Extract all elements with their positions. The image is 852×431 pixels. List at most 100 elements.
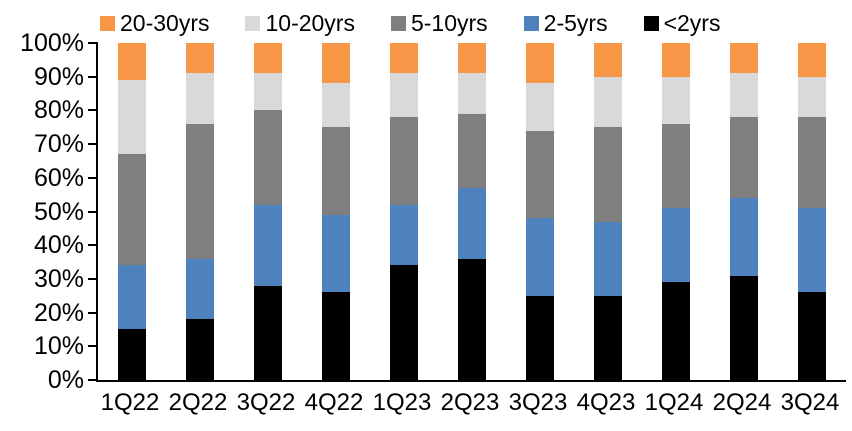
- chart-legend: 20-30yrs 10-20yrs 5-10yrs 2-5yrs <2yrs: [100, 8, 720, 38]
- bar-3Q24-segment-1020yrsyrs-group: [798, 76, 826, 118]
- y-axis-label: 90%: [33, 62, 84, 91]
- y-axis-tick: [88, 379, 98, 381]
- bar-1Q22-segment-510yrsyrs-group: [118, 154, 146, 266]
- bar-1Q24: [662, 43, 690, 380]
- bar-3Q23-segment-510yrsyrs-group: [526, 130, 554, 219]
- legend-label: <2yrs: [663, 10, 721, 36]
- bar-1Q23: [390, 43, 418, 380]
- bar-1Q24-segment-510yrsyrs-group: [662, 123, 690, 209]
- legend-swatch-icon: [643, 15, 659, 31]
- legend-item-5: <2yrs: [643, 10, 721, 36]
- bar-2Q23-segment-510yrsyrs-group: [458, 113, 486, 188]
- y-axis-label: 50%: [33, 197, 84, 226]
- bar-3Q22-segment-1020yrsyrs-group: [254, 73, 282, 111]
- bar-1Q22-segment-2030yrsyrs-group: [118, 43, 146, 81]
- x-axis-label: 4Q22: [304, 389, 364, 416]
- bar-4Q22-segment-1020yrsyrs-group: [322, 83, 350, 128]
- y-axis-label: 0%: [47, 366, 84, 394]
- x-axis-label: 2Q23: [440, 389, 500, 416]
- y-axis-tick: [88, 244, 98, 247]
- bar-2Q22-segment-2yrsyrs-group: [186, 319, 214, 380]
- bar-2Q23-segment-1020yrsyrs-group: [458, 73, 486, 114]
- bar-1Q23-segment-2yrsyrs-group: [390, 265, 418, 380]
- y-axis-tick: [88, 210, 98, 213]
- bar-1Q23-segment-25yrsyrs-group: [390, 204, 418, 266]
- x-axis-labels: 1Q22 2Q22 3Q22 4Q22 1Q23 2Q23 3Q23 4Q23 1Q24 2Q24…: [96, 390, 844, 416]
- bar-2Q22-segment-1020yrsyrs-group: [186, 73, 214, 124]
- legend-label: 5-10yrs: [410, 10, 488, 36]
- bar-3Q23-segment-25yrsyrs-group: [526, 218, 554, 296]
- y-axis-label: 20%: [33, 298, 84, 327]
- x-axis-label: 1Q22: [100, 389, 160, 416]
- y-axis-label: 100%: [20, 29, 84, 57]
- bar-4Q22-segment-25yrsyrs-group: [322, 214, 350, 293]
- bar-2Q24-segment-25yrsyrs-group: [730, 198, 758, 276]
- bar-1Q24-segment-2030yrsyrs-group: [662, 43, 690, 77]
- bar-3Q22-segment-25yrsyrs-group: [254, 204, 282, 286]
- y-axis-tick: [88, 42, 98, 44]
- bar-2Q23-segment-2yrsyrs-group: [458, 258, 486, 380]
- bar-2Q24-segment-1020yrsyrs-group: [730, 73, 758, 118]
- y-axis-tick: [88, 109, 98, 112]
- bar-2Q24: [730, 43, 758, 380]
- bar-1Q24-segment-2yrsyrs-group: [662, 282, 690, 380]
- legend-swatch-icon: [100, 15, 115, 31]
- bar-1Q24-segment-25yrsyrs-group: [662, 208, 690, 283]
- y-axis-tick: [88, 176, 98, 179]
- bar-1Q22: [118, 43, 146, 380]
- bar-3Q24-segment-25yrsyrs-group: [798, 208, 826, 293]
- bar-3Q22-segment-2030yrsyrs-group: [254, 43, 282, 74]
- legend-item-3: 5-10yrs: [390, 10, 488, 36]
- bar-3Q23-segment-2030yrsyrs-group: [526, 43, 554, 84]
- bar-1Q23-segment-510yrsyrs-group: [390, 117, 418, 205]
- bar-2Q22-segment-2030yrsyrs-group: [186, 43, 214, 74]
- bar-4Q23-segment-25yrsyrs-group: [594, 221, 622, 296]
- y-axis-label: 80%: [33, 96, 84, 125]
- x-axis-label: 2Q24: [712, 389, 772, 416]
- bar-2Q24-segment-510yrsyrs-group: [730, 117, 758, 199]
- bar-2Q23-segment-2030yrsyrs-group: [458, 43, 486, 74]
- bar-3Q24-segment-2030yrsyrs-group: [798, 43, 826, 77]
- x-axis-label: 1Q23: [372, 389, 432, 416]
- bar-1Q24-segment-1020yrsyrs-group: [662, 76, 690, 124]
- bar-2Q23: [458, 43, 486, 380]
- bar-3Q24: [798, 43, 826, 380]
- y-axis-tick: [88, 311, 98, 314]
- y-axis-tick: [88, 345, 98, 348]
- bars-container: [98, 43, 846, 380]
- y-axis-label: 10%: [33, 332, 84, 361]
- y-axis-tick: [88, 75, 98, 78]
- bar-3Q24-segment-2yrsyrs-group: [798, 292, 826, 380]
- legend-label: 10-20yrs: [265, 10, 355, 36]
- bar-2Q22-segment-25yrsyrs-group: [186, 258, 214, 320]
- bar-1Q23-segment-1020yrsyrs-group: [390, 73, 418, 118]
- bar-1Q22-segment-1020yrsyrs-group: [118, 80, 146, 155]
- bar-3Q22-segment-2yrsyrs-group: [254, 285, 282, 380]
- bar-3Q22-segment-510yrsyrs-group: [254, 110, 282, 205]
- bar-3Q22: [254, 43, 282, 380]
- y-axis-label: 40%: [33, 231, 84, 260]
- bar-4Q23-segment-1020yrsyrs-group: [594, 76, 622, 128]
- bar-4Q23-segment-2yrsyrs-group: [594, 295, 622, 380]
- bar-2Q24-segment-2yrsyrs-group: [730, 275, 758, 380]
- legend-item-1: 20-30yrs: [100, 10, 209, 36]
- plot-area: [88, 42, 846, 382]
- x-axis-label: 3Q22: [236, 389, 296, 416]
- bar-4Q22-segment-510yrsyrs-group: [322, 127, 350, 215]
- x-axis-label: 1Q24: [644, 389, 704, 416]
- bar-2Q24-segment-2030yrsyrs-group: [730, 43, 758, 74]
- bar-1Q22-segment-2yrsyrs-group: [118, 329, 146, 380]
- bar-4Q23-segment-2030yrsyrs-group: [594, 43, 622, 77]
- x-axis-label: 2Q22: [168, 389, 228, 416]
- bar-2Q23-segment-25yrsyrs-group: [458, 187, 486, 259]
- bar-1Q23-segment-2030yrsyrs-group: [390, 43, 418, 74]
- bar-3Q23-segment-1020yrsyrs-group: [526, 83, 554, 131]
- legend-item-2: 10-20yrs: [245, 10, 355, 36]
- legend-label: 2-5yrs: [543, 10, 608, 36]
- x-axis-label: 4Q23: [576, 389, 636, 416]
- legend-item-4: 2-5yrs: [523, 10, 608, 36]
- legend-label: 20-30yrs: [120, 10, 210, 36]
- x-axis-label: 3Q23: [508, 389, 568, 416]
- y-axis-tick: [88, 143, 98, 146]
